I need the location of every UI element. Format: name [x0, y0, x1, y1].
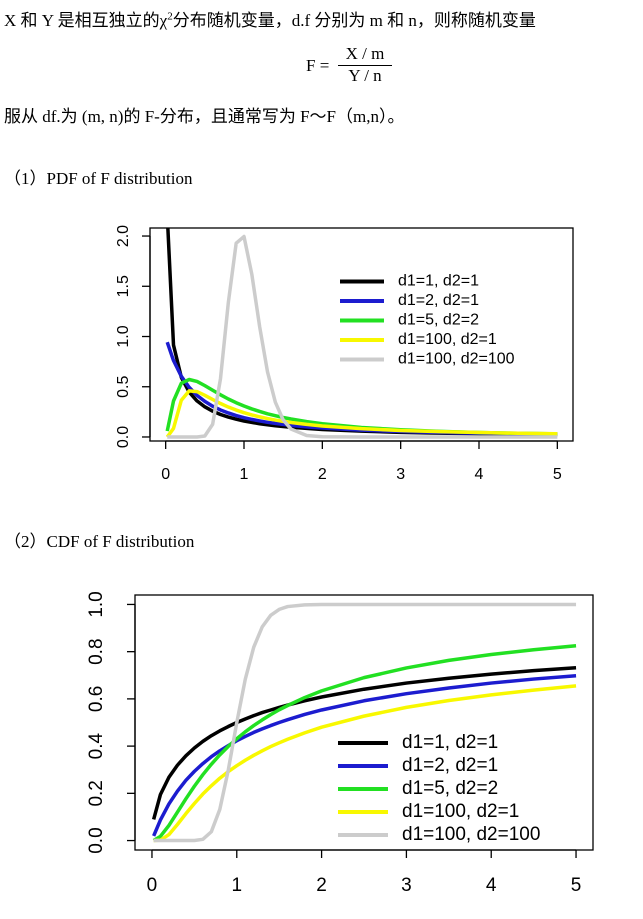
numerator: X / m: [338, 44, 392, 66]
y-tick-label: 1.5: [115, 275, 132, 297]
legend-label: d1=5, d2=2: [402, 778, 498, 799]
legend-label: d1=100, d2=100: [398, 351, 515, 368]
legend-label: d1=1, d2=1: [398, 273, 479, 290]
x-tick-label: 1: [231, 875, 242, 896]
plot-box: [149, 227, 574, 442]
y-tick-label: 2.0: [115, 225, 132, 247]
x-tick-label: 5: [571, 875, 582, 896]
series-line: [152, 674, 577, 837]
y-tick-label: 0.5: [115, 376, 132, 398]
plot-area: [151, 602, 577, 843]
series-line: [165, 389, 558, 439]
superscript: 2: [167, 10, 173, 23]
y-tick-label: 0.0: [86, 827, 107, 853]
series-line: [152, 644, 577, 842]
legend-label: d1=1, d2=1: [402, 732, 498, 753]
plot-area: [165, 228, 558, 439]
formula-lhs: F =: [306, 56, 330, 75]
x-tick-label: 4: [475, 466, 484, 483]
y-tick-label: 1.0: [86, 591, 107, 617]
text-line: X 和 Y 是相互独立的χ2分布随机变量，d.f 分别为 m 和 n，则称随机变…: [4, 6, 536, 31]
legend-label: d1=5, d2=2: [398, 312, 479, 329]
x-tick-label: 3: [401, 875, 412, 896]
legend-label: d1=2, d2=1: [402, 755, 498, 776]
legend-label: d1=2, d2=1: [398, 292, 479, 309]
y-tick-label: 1.0: [115, 325, 132, 347]
y-tick-label: 0.6: [86, 686, 107, 712]
heading: （2）CDF of F distribution: [4, 532, 195, 551]
y-tick-label: 0.2: [86, 780, 107, 806]
legend-label: d1=100, d2=100: [402, 824, 540, 845]
text: 分布随机变量，d.f 分别为 m 和 n，则称随机变量: [172, 11, 536, 30]
heading: （1）PDF of F distribution: [4, 169, 193, 188]
fraction: X / m Y / n: [338, 44, 392, 86]
x-tick-label: 3: [396, 466, 405, 483]
y-tick-label: 0.4: [86, 732, 107, 759]
x-tick-label: 5: [553, 466, 562, 483]
series-line: [153, 684, 577, 843]
text: X 和 Y 是相互独立的χ: [4, 11, 168, 30]
legend-label: d1=100, d2=1: [398, 331, 497, 348]
y-tick-label: 0.8: [86, 638, 107, 664]
legend-label: d1=100, d2=1: [402, 801, 519, 822]
series-line: [167, 234, 558, 439]
x-tick-label: 2: [318, 466, 327, 483]
y-tick-label: 0.0: [115, 426, 132, 448]
series-line: [153, 602, 577, 843]
chart: 0 1 2 3 4 5 0.0 0.5 1.0 1.5 2.0 d1=1, d2=1 d1=2, d2=…: [115, 225, 574, 483]
denominator: Y / n: [348, 66, 382, 85]
x-tick-label: 4: [486, 875, 497, 896]
x-tick-label: 0: [161, 466, 170, 483]
x-tick-label: 0: [147, 875, 158, 896]
x-tick-label: 2: [316, 875, 327, 896]
chart: 0 1 2 3 4 5 0.0 0.2 0.4 0.6 0.8 1.0 d1=1, d2=1d1=2, …: [86, 591, 594, 896]
x-tick-label: 1: [240, 466, 249, 483]
series-line: [151, 665, 577, 820]
text-line: 服从 df.为 (m, n)的 F-分布，且通常写为 F～F（m,n）。: [4, 107, 405, 126]
